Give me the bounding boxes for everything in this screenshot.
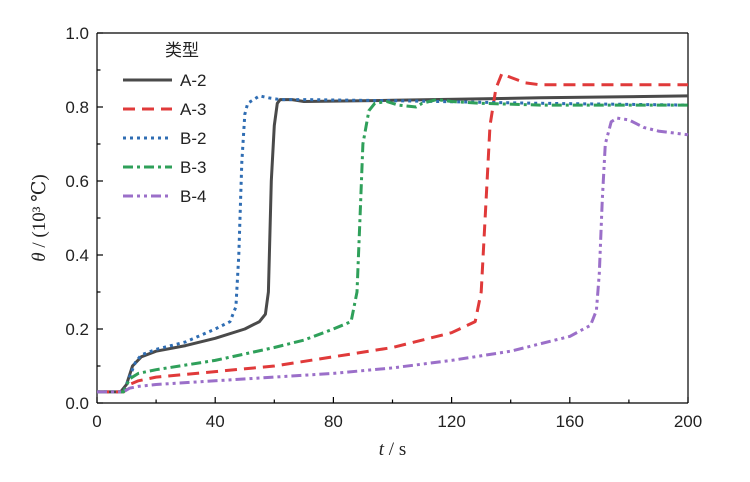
y-tick-label: 0.6 bbox=[65, 172, 89, 191]
y-tick-label: 0.8 bbox=[65, 98, 89, 117]
legend: 类型 A-2 A-3 B-2 B-3 B-4 bbox=[123, 41, 206, 206]
x-tick-label: 160 bbox=[556, 412, 584, 431]
x-tick-label: 120 bbox=[437, 412, 465, 431]
legend-label: A-2 bbox=[180, 71, 206, 90]
series-line-b-3 bbox=[97, 98, 688, 394]
legend-label: A-3 bbox=[180, 100, 206, 119]
legend-label: B-3 bbox=[180, 158, 206, 177]
x-axis-title: t / s bbox=[379, 439, 406, 460]
x-axis-unit: s bbox=[399, 439, 406, 460]
y-axis-variable: θ bbox=[29, 252, 50, 261]
y-axis-unit: (10³ ℃) bbox=[29, 174, 50, 237]
x-axis-separator: / bbox=[384, 439, 399, 460]
series-line-b-4 bbox=[97, 116, 689, 394]
legend-label: B-4 bbox=[180, 187, 206, 206]
x-axis-variable: t bbox=[379, 439, 385, 460]
axes: 0 40 80 120 160 200 0.0 0.2 0.4 0.6 0.8 1.0 bbox=[65, 24, 702, 431]
x-tick-label: 40 bbox=[206, 412, 225, 431]
y-axis-separator: / bbox=[29, 238, 50, 253]
series-line-b-2 bbox=[97, 94, 689, 394]
legend-title: 类型 bbox=[165, 41, 199, 61]
series-layer bbox=[97, 72, 689, 394]
y-tick-label: 0.2 bbox=[65, 320, 89, 339]
x-tick-label: 0 bbox=[92, 412, 101, 431]
y-tick-label: 0.4 bbox=[65, 246, 89, 265]
series-line-a-3 bbox=[97, 72, 688, 394]
y-tick-label: 0.0 bbox=[65, 394, 89, 413]
x-tick-label: 200 bbox=[674, 412, 702, 431]
y-tick-label: 1.0 bbox=[65, 24, 89, 43]
legend-label: B-2 bbox=[180, 129, 206, 148]
x-tick-label: 80 bbox=[324, 412, 343, 431]
y-axis-title: θ / (10³ ℃) bbox=[29, 174, 50, 261]
